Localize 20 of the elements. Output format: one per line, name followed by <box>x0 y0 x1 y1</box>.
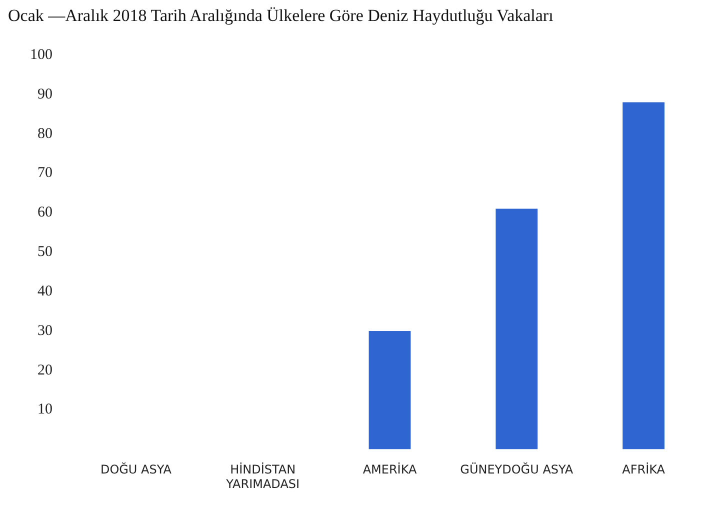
y-tick-label: 30 <box>38 322 52 339</box>
y-tick-label: 90 <box>38 86 52 102</box>
x-tick-label: AFRİKA <box>622 462 666 477</box>
y-tick-label: 100 <box>30 46 52 63</box>
y-tick-label: 80 <box>38 126 52 142</box>
x-tick-label: DOĞU ASYA <box>100 462 172 477</box>
category-label: HİNDİSTAN <box>230 462 296 477</box>
bar <box>368 330 411 450</box>
y-tick-label: 60 <box>38 204 52 221</box>
category-label: YARIMADASI <box>226 476 300 491</box>
y-tick-label: 10 <box>38 402 52 418</box>
bar <box>622 102 664 450</box>
y-tick-label: 20 <box>38 362 52 378</box>
x-tick-label: AMERİKA <box>362 462 418 477</box>
y-tick-label: 50 <box>38 244 52 260</box>
bar <box>496 208 538 450</box>
y-tick-label: 40 <box>38 283 52 300</box>
chart-title: Ocak —Aralık 2018 Tarih Aralığında Ülkelere Göre Deniz Haydutluğu Vakaları <box>7 5 554 26</box>
x-tick-label: GÜNEYDOĞU ASYA <box>460 462 574 477</box>
y-tick-label: 70 <box>38 165 52 182</box>
